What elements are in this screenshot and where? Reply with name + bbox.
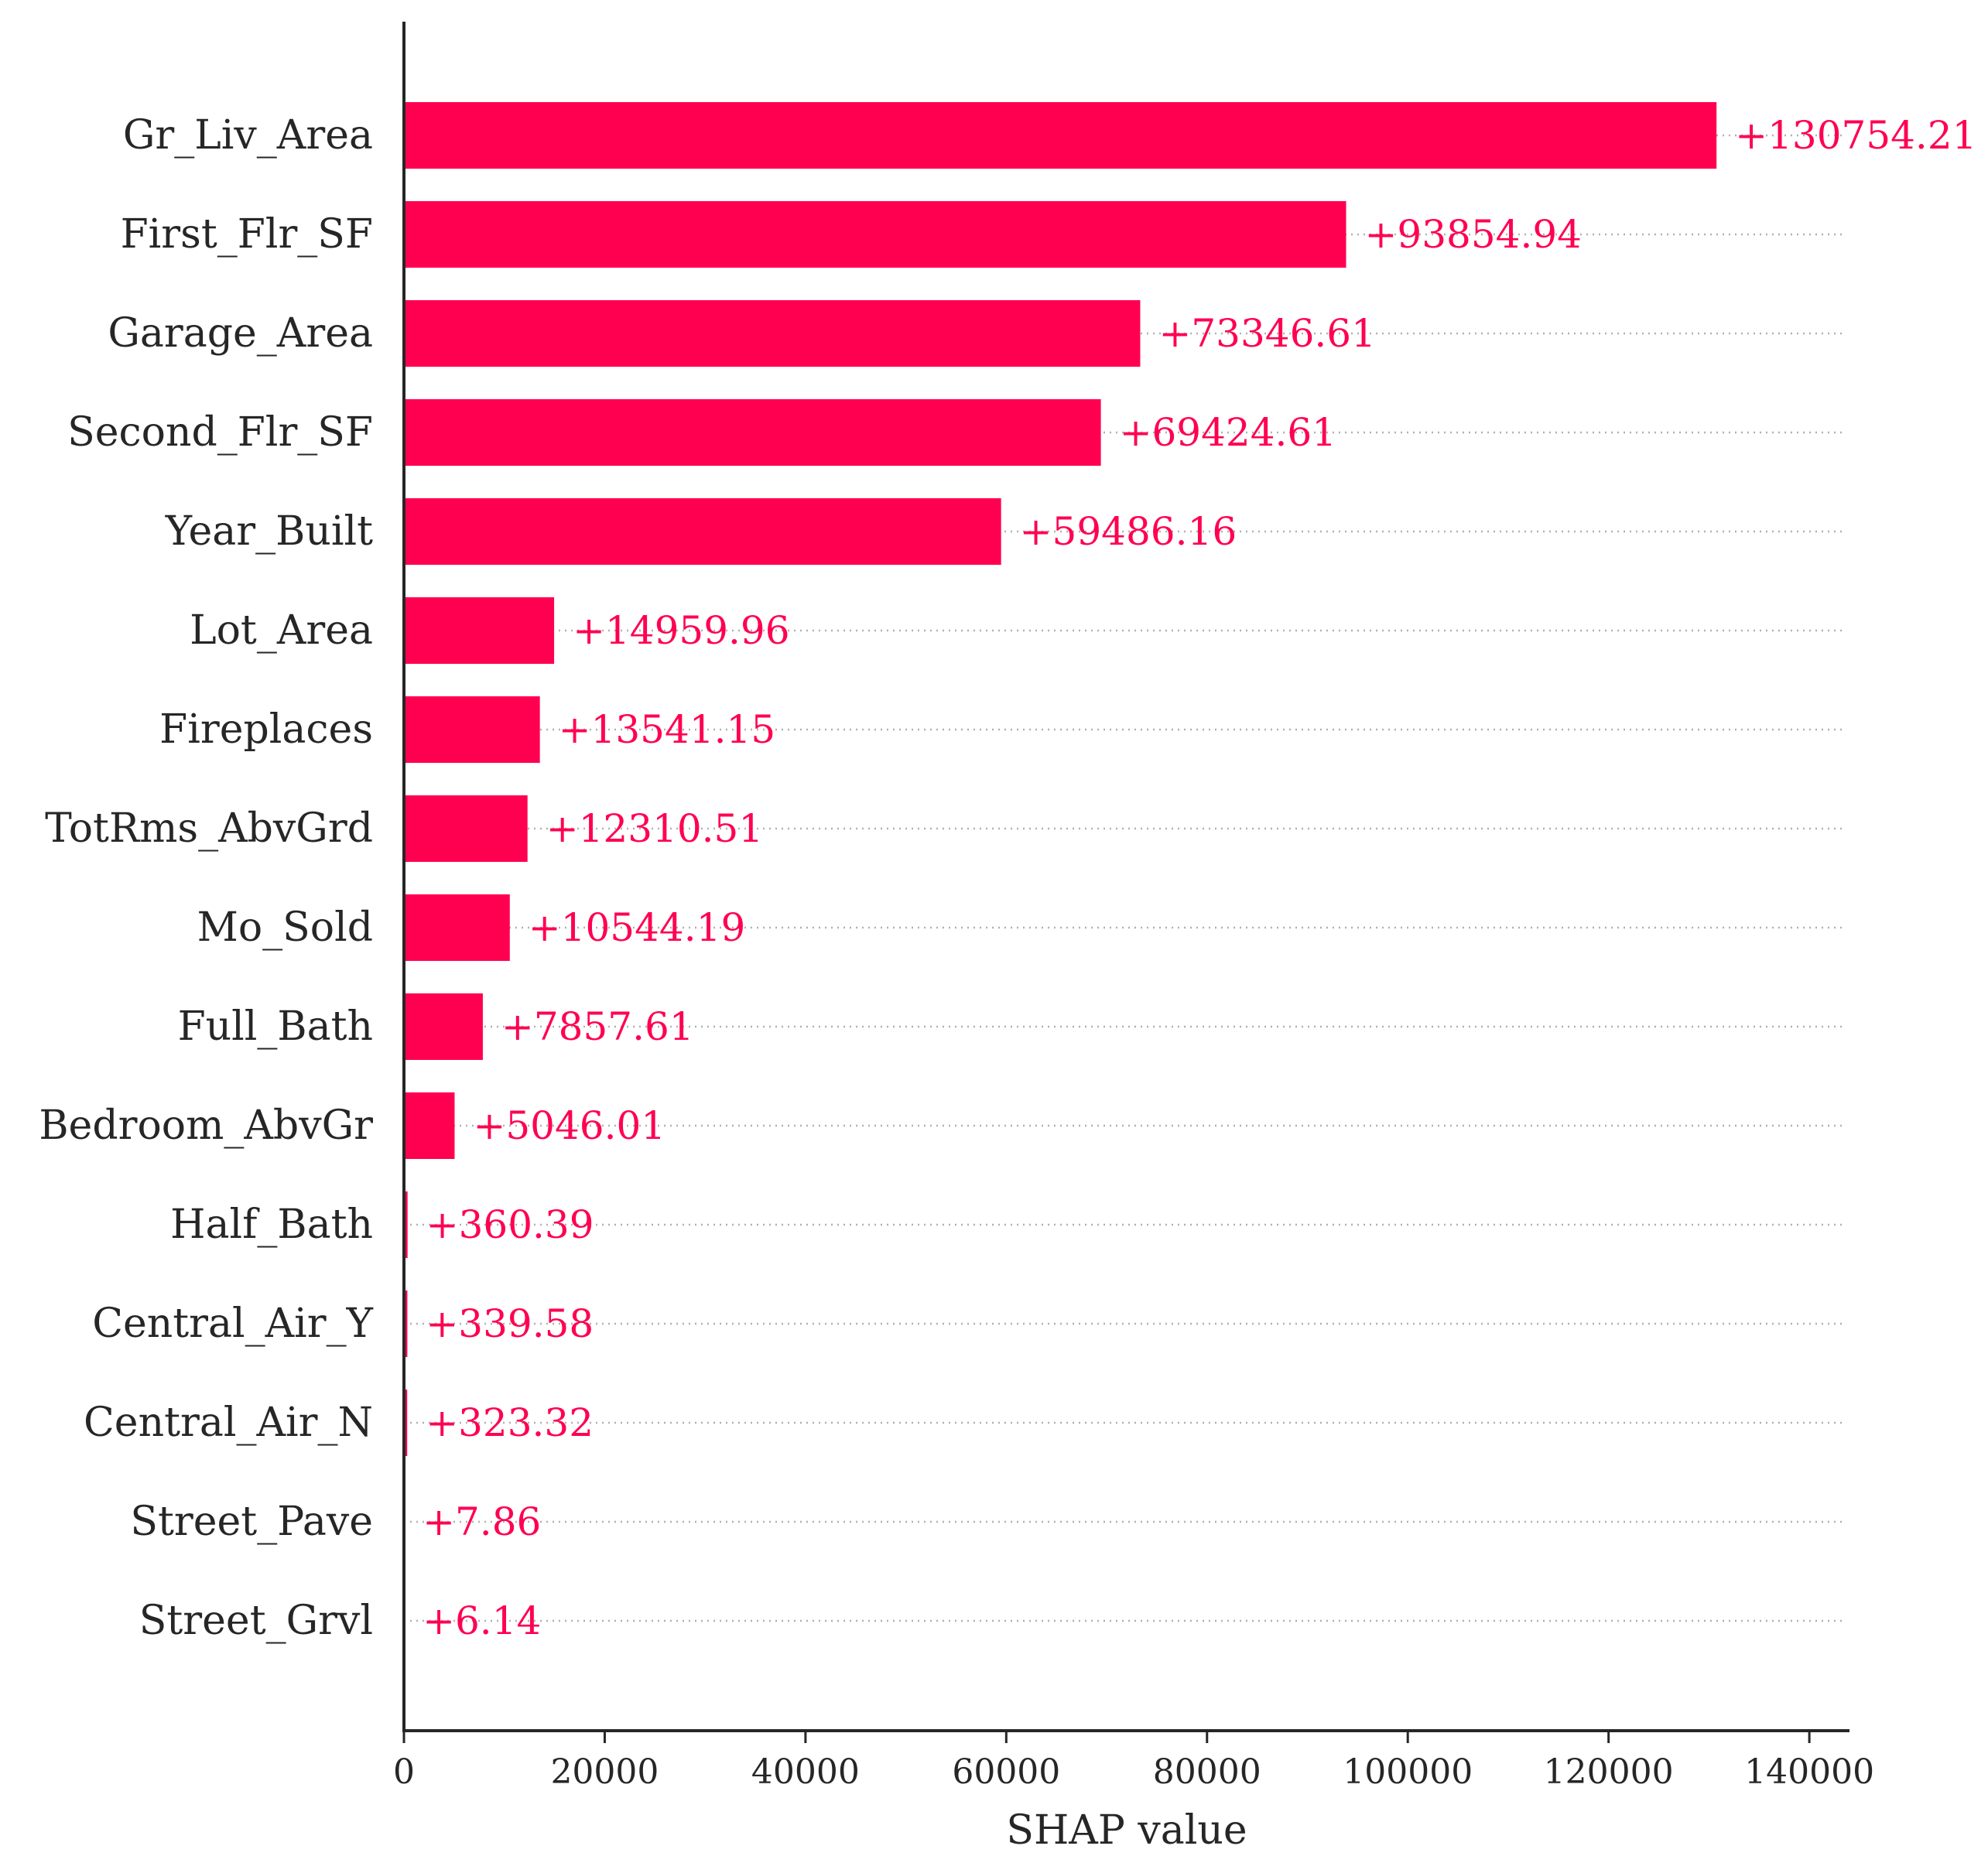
bar-Full_Bath [404, 993, 483, 1060]
bar-Fireplaces [404, 696, 540, 763]
value-label: +13541.15 [559, 707, 775, 752]
value-label: +93854.94 [1365, 212, 1582, 257]
x-tick-label: 100000 [1343, 1752, 1473, 1792]
feature-label: Second_Flr_SF [67, 409, 373, 456]
bar-Second_Flr_SF [404, 399, 1101, 466]
bar-Central_Air_Y [404, 1290, 408, 1357]
value-label: +7.86 [423, 1499, 541, 1544]
value-label: +5046.01 [473, 1103, 666, 1148]
value-label: +6.14 [423, 1598, 541, 1643]
x-tick-label: 60000 [952, 1752, 1060, 1792]
bar-Garage_Area [404, 300, 1141, 367]
feature-label: Central_Air_N [84, 1400, 373, 1446]
feature-label: Bedroom_AbvGr [39, 1102, 373, 1149]
feature-label: Year_Built [165, 508, 373, 555]
bar-Central_Air_N [404, 1390, 408, 1456]
x-tick-label: 120000 [1544, 1752, 1674, 1792]
feature-label: Full_Bath [178, 1003, 373, 1050]
x-tick-label: 0 [393, 1752, 415, 1792]
value-label: +7857.61 [501, 1004, 694, 1049]
value-label: +69424.61 [1120, 410, 1336, 455]
feature-label: Gr_Liv_Area [123, 112, 373, 159]
value-label: +323.32 [426, 1400, 594, 1445]
feature-label: First_Flr_SF [121, 211, 373, 258]
value-label: +339.58 [426, 1301, 594, 1346]
x-tick-label: 40000 [751, 1752, 860, 1792]
bar-Half_Bath [404, 1191, 408, 1258]
bars [404, 102, 1717, 1654]
axes: 0 20000 40000 60000 80000 100000 120000 140000 [393, 22, 1874, 1792]
value-label: +10544.19 [529, 905, 745, 950]
feature-label: Mo_Sold [197, 904, 373, 951]
feature-label: Lot_Area [190, 607, 373, 654]
bar-TotRms_AbvGrd [404, 795, 528, 862]
value-labels: +130754.21 +93854.94 +73346.61 +69424.61 +59… [423, 113, 1976, 1643]
feature-labels: Gr_Liv_Area First_Flr_SF Garage_Area Second… [39, 112, 373, 1644]
bar-Mo_Sold [404, 894, 510, 961]
feature-label: Half_Bath [170, 1202, 373, 1248]
value-label: +73346.61 [1158, 311, 1375, 356]
feature-label: Central_Air_Y [92, 1301, 373, 1347]
bar-First_Flr_SF [404, 201, 1346, 268]
x-tick-label: 140000 [1744, 1752, 1874, 1792]
x-axis-title: SHAP value [1006, 1807, 1247, 1854]
value-label: +360.39 [426, 1202, 594, 1247]
value-label: +12310.51 [546, 806, 763, 851]
x-tick-label: 20000 [550, 1752, 659, 1792]
bar-Bedroom_AbvGr [404, 1092, 455, 1159]
value-label: +59486.16 [1020, 509, 1237, 554]
value-label: +14959.96 [573, 608, 789, 653]
feature-label: Fireplaces [159, 706, 373, 753]
bar-Year_Built [404, 498, 1001, 565]
value-label: +130754.21 [1735, 113, 1976, 158]
bar-Gr_Liv_Area [404, 102, 1717, 169]
bar-Lot_Area [404, 597, 555, 664]
x-tick-label: 80000 [1153, 1752, 1261, 1792]
feature-label: Garage_Area [108, 310, 373, 357]
feature-label: Street_Grvl [139, 1598, 373, 1644]
feature-label: Street_Pave [130, 1499, 373, 1545]
feature-label: TotRms_AbvGrd [45, 805, 373, 852]
